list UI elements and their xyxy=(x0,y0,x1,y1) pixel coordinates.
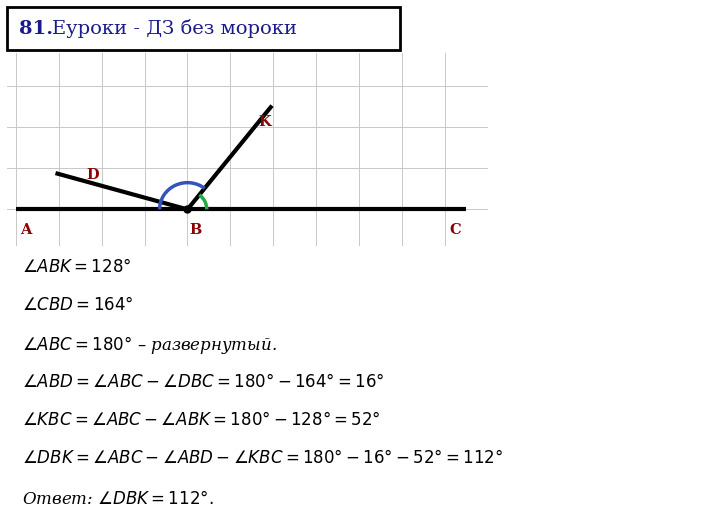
Text: B: B xyxy=(189,223,202,236)
Text: $\angle ABD = \angle ABC - \angle DBC = 180° - 164° = 16°$: $\angle ABD = \angle ABC - \angle DBC = … xyxy=(22,373,384,391)
Text: A: A xyxy=(20,223,31,236)
Text: $\angle DBK = \angle ABC - \angle ABD - \angle KBC = 180° - 16° - 52° = 112°$: $\angle DBK = \angle ABC - \angle ABD - … xyxy=(22,449,502,467)
Text: 81.: 81. xyxy=(19,20,53,38)
FancyBboxPatch shape xyxy=(7,7,400,50)
Text: $\angle ABK = 128°$: $\angle ABK = 128°$ xyxy=(22,258,131,276)
Text: C: C xyxy=(449,223,461,236)
Text: Ответ: $\angle DBK = 112°.$: Ответ: $\angle DBK = 112°.$ xyxy=(22,490,213,508)
Text: $\angle KBC = \angle ABC - \angle ABK = 180° - 128° = 52°$: $\angle KBC = \angle ABC - \angle ABK = … xyxy=(22,411,380,429)
Text: Еуроки - ДЗ без мороки: Еуроки - ДЗ без мороки xyxy=(52,19,298,38)
Text: K: K xyxy=(258,115,272,129)
Text: D: D xyxy=(87,168,99,182)
Text: $\angle ABC = 180°$ – развернутый.: $\angle ABC = 180°$ – развернутый. xyxy=(22,334,277,356)
Text: $\angle CBD = 164°$: $\angle CBD = 164°$ xyxy=(22,296,133,314)
